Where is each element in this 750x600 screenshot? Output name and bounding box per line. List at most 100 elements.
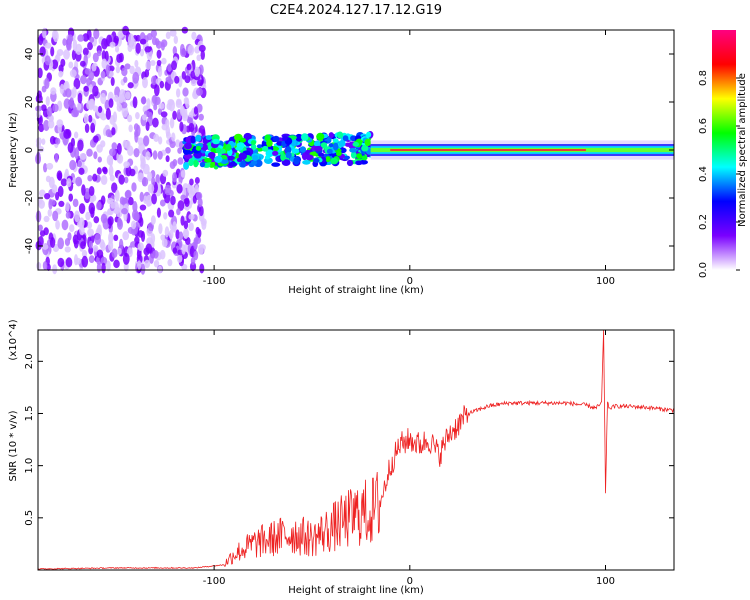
snr-y-multiplier: (x10^4) [8,319,19,360]
spectrogram-cell [64,168,69,179]
spectrogram-cell [139,217,144,227]
spectrogram-cell [228,162,238,167]
spectrogram-cell [176,254,183,263]
spectrogram-cell [271,162,281,167]
spectrogram-cell [142,114,147,121]
spectrogram-cell [276,145,282,153]
spectrogram-cell [194,66,201,77]
y-tick-label: -20 [24,190,35,206]
spectrogram-cell [157,66,163,78]
colorbar-ticks: 0.0 0.2 0.4 0.6 0.8 [698,70,740,278]
spectrogram-cell [187,184,193,194]
spectrogram-cell [116,151,122,163]
spectrogram-cell [184,197,190,208]
spectrogram-cell [65,88,72,98]
spectrogram-cell [155,174,161,185]
spectrogram-cell [88,202,96,215]
spectrogram-cell [56,119,64,128]
spectrogram-cell [159,80,165,89]
spectrogram-cell [71,109,79,118]
spectrogram-cell [189,261,197,272]
spectrogram-cell [55,219,60,230]
spectrogram-cell [84,123,90,134]
spectrogram-cell [167,63,172,72]
spectrogram-cell [352,141,359,147]
spectrogram-cell [176,183,183,194]
spectrogram-cell [183,142,192,150]
spectrogram-cell [100,241,106,252]
spectrogram-x-ticks: -100 0 100 [203,30,615,287]
spectrogram-cell [79,60,86,67]
y-tick-label: 40 [24,48,35,61]
spectrogram-cell [93,135,99,143]
spectrogram-cell [124,140,131,150]
spectrogram-cell [122,231,130,241]
spectrogram-cell [171,132,176,142]
spectrogram-cell [108,98,114,108]
spectrogram-cell [167,78,174,85]
spectrogram-cell [49,237,56,248]
spectrogram-cell [134,59,139,68]
spectrogram-cell [195,145,202,151]
spectrogram-cell [190,70,195,79]
spectrogram-cell [57,237,65,250]
spectrogram-cell [101,58,108,70]
spectrogram-cell [190,257,196,266]
spectrogram-cell [355,160,363,166]
spectrogram-cell [151,176,156,186]
spectrogram-cell [89,196,95,204]
spectrogram-cell [198,44,206,53]
spectrogram-cell [165,131,171,140]
spectrogram-cell [124,63,131,70]
spectrogram-cell [66,177,72,188]
spectrogram-cell [137,260,142,270]
spectrogram-cell [160,111,168,118]
spectrogram-cell [266,139,273,147]
spectrogram-cell [198,113,204,121]
spectrogram-cell [102,167,108,175]
spectrogram-cell [107,216,114,226]
spectrogram-cell [172,221,177,232]
spectrogram-cell [338,139,346,148]
spectrogram-cell [172,158,178,167]
spectrogram-cell [225,143,232,151]
y-tick-label: 1.0 [24,458,35,474]
spectrogram-cell [44,42,52,49]
snr-plot-area [38,330,674,570]
spectrogram-cell [114,189,120,202]
spectrogram-cell [52,210,59,222]
spectrogram-cell [49,199,56,206]
spectrogram-cell [121,67,128,77]
spectrogram-cell [83,113,89,124]
spectrogram-cell [159,249,166,260]
spectrogram-cell [165,146,171,154]
spectrogram-cell [239,137,247,143]
spectrogram-cell [346,159,354,167]
spectrogram-cell [141,177,149,187]
spectrogram-cell [39,189,46,197]
spectrogram-cell [100,92,107,105]
spectrogram-cell [76,102,82,111]
spectrogram-cell [156,207,161,218]
spectrogram-cell [35,105,42,112]
spectrogram-cell [238,152,247,160]
spectrogram-cell [342,135,349,142]
spectrogram-cell [46,106,53,117]
spectrogram-cell [177,147,182,154]
spectrogram-cell [56,170,63,181]
spectrogram-cell [121,208,128,215]
spectrogram-cell [132,201,138,213]
spectrogram-cell [316,132,325,141]
snr-panel: -100 0 100 0.5 1.0 1.5 2.0 Height of straight… [8,319,675,596]
spectrogram-cell [77,92,83,104]
colorbar-tick-label: 0.0 [698,262,709,278]
spectrogram-cell [195,191,203,201]
spectrogram-cell [161,123,168,131]
spectrogram-cell [50,87,57,95]
spectrogram-cell [155,40,162,49]
spectrogram-cell [172,172,177,183]
spectrogram-cell [96,201,102,211]
x-tick-label: 0 [407,276,413,287]
x-tick-label: -100 [203,576,226,587]
snr-series-line [37,329,675,570]
